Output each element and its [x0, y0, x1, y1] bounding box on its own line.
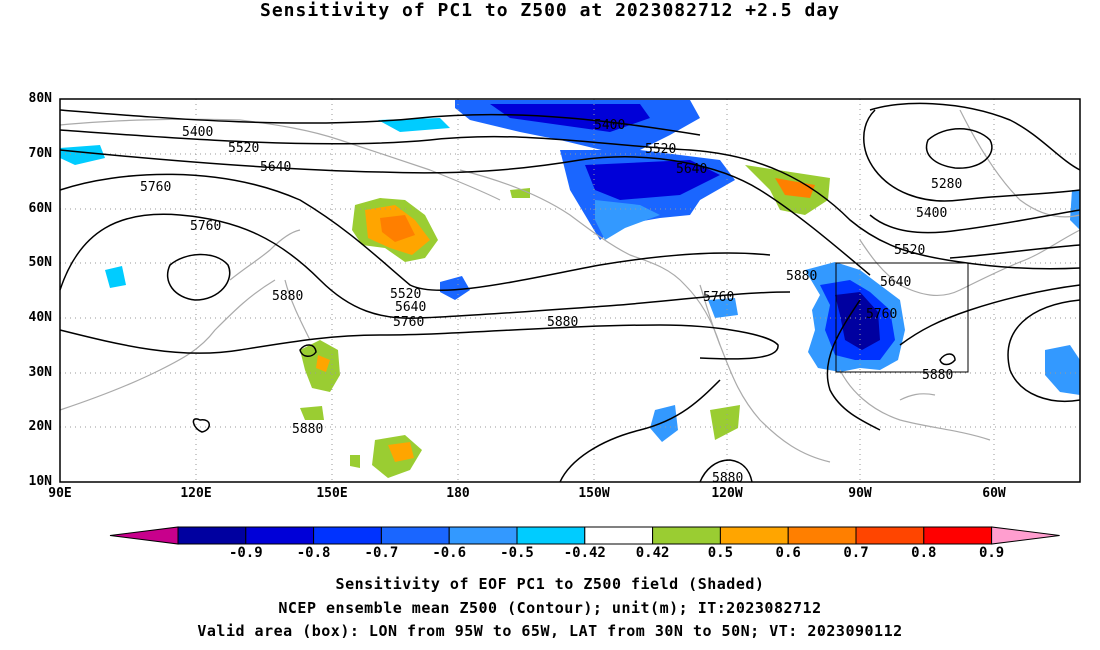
shade-green-tiny	[510, 188, 530, 198]
shade-asia-blue	[105, 266, 126, 288]
contour-label: 5400	[916, 206, 947, 221]
colorbar-label: 0.6	[775, 545, 801, 561]
colorbar-swatch	[719, 526, 789, 545]
contour-label: 5640	[880, 275, 911, 290]
colorbar-swatch	[380, 526, 450, 545]
lon-label: 90E	[48, 486, 72, 501]
colorbar-label: 0.42	[635, 545, 670, 561]
lon-label: 150E	[316, 486, 348, 501]
shade-us-dark	[835, 292, 880, 350]
colorbar-label: 0.7	[843, 545, 869, 561]
colorbar-swatch	[652, 526, 721, 545]
colorbar-left-tip	[109, 526, 179, 545]
colorbar-label: 0.9	[978, 545, 1005, 561]
colorbar-swatch	[313, 526, 382, 545]
contour-label: 5880	[712, 471, 743, 486]
map-title: Sensitivity of PC1 to Z500 at 2023082712…	[259, 0, 840, 21]
colorbar-label: -0.7	[364, 545, 399, 561]
shade-atlantic-2	[1070, 190, 1080, 230]
colorbar-swatch	[516, 526, 586, 545]
colorbar-label: -0.9	[228, 545, 263, 561]
contour-label: 5400	[594, 118, 625, 133]
colorbar-label: 0.8	[911, 545, 937, 561]
contour-label: 5520	[645, 142, 676, 157]
lat-label: 70N	[28, 146, 52, 161]
colorbar	[109, 526, 1060, 545]
lat-label: 20N	[28, 419, 52, 434]
contour-label: 5880	[922, 368, 953, 383]
shade-np-red	[380, 215, 415, 242]
shade-alaska-edge	[595, 200, 660, 240]
coastlines	[59, 109, 1081, 463]
colorbar-swatch	[923, 526, 993, 545]
shade-arctic-edge	[378, 118, 450, 132]
shade-pacific-blue	[708, 298, 738, 318]
sensitivity-shading	[60, 100, 1080, 478]
contour-labels: 5400 5520 5640 5760 5760 5880 5520 5640 …	[140, 118, 962, 486]
shade-trop-green3	[710, 405, 740, 440]
colorbar-label: -0.42	[563, 545, 606, 561]
contour-label: 5520	[228, 141, 259, 156]
shade-trop-orange	[388, 442, 414, 462]
shade-trop-green2	[350, 455, 360, 468]
lat-label: 80N	[28, 91, 52, 106]
contour-label: 5400	[182, 125, 213, 140]
lat-label: 50N	[28, 255, 52, 270]
colorbar-swatch	[177, 526, 247, 545]
shade-alaska-core	[585, 160, 720, 200]
contour-label: 5640	[260, 160, 291, 175]
colorbar-swatch	[584, 526, 654, 545]
contour-label: 5640	[395, 300, 426, 315]
caption-line-3: Valid area (box): LON from 95W to 65W, L…	[197, 622, 903, 640]
contour-label: 5760	[703, 290, 734, 305]
shade-gulf-orange	[775, 178, 815, 198]
contour-label: 5520	[390, 287, 421, 302]
colorbar-swatch	[245, 526, 315, 545]
shade-japan-orange	[316, 355, 330, 372]
lon-label: 150W	[578, 486, 610, 501]
contour-label: 5760	[190, 219, 221, 234]
contour-label: 5760	[393, 315, 424, 330]
colorbar-swatch	[855, 526, 925, 545]
colorbar-right-tip	[991, 526, 1060, 545]
colorbar-label: -0.6	[432, 545, 467, 561]
lat-label: 10N	[28, 474, 52, 489]
colorbar-swatch	[448, 526, 518, 545]
contour-label: 5880	[547, 315, 578, 330]
map-border	[59, 98, 1081, 483]
lat-label: 40N	[28, 310, 52, 325]
lon-label: 90W	[848, 486, 872, 501]
z500-contours	[59, 102, 1081, 483]
colorbar-label: -0.8	[296, 545, 331, 561]
colorbar-label: 0.5	[707, 545, 734, 561]
lat-label: 30N	[28, 365, 52, 380]
shade-west-edge	[60, 145, 105, 165]
caption-line-2: NCEP ensemble mean Z500 (Contour); unit(…	[278, 599, 822, 617]
shade-trop-blue	[650, 405, 678, 442]
contour-label: 5760	[866, 307, 897, 322]
contour-label: 5280	[931, 177, 962, 192]
lon-label: 60W	[982, 486, 1006, 501]
lon-label: 120W	[711, 486, 743, 501]
valid-area-box	[835, 262, 969, 373]
contour-label: 5880	[272, 289, 303, 304]
lon-label: 120E	[180, 486, 212, 501]
contour-label: 5880	[786, 269, 817, 284]
shade-atlantic	[1045, 345, 1080, 395]
shade-np-blue	[440, 276, 470, 300]
contour-label: 5520	[894, 243, 925, 258]
colorbar-swatch	[787, 526, 857, 545]
contour-label: 5880	[292, 422, 323, 437]
caption-line-1: Sensitivity of EOF PC1 to Z500 field (Sh…	[335, 575, 765, 593]
shade-pac-green-small	[300, 406, 324, 420]
grid-lines	[60, 99, 1080, 482]
lon-label: 180	[446, 486, 470, 501]
contour-label: 5760	[140, 180, 171, 195]
lat-label: 60N	[28, 201, 52, 216]
contour-label: 5640	[676, 162, 707, 177]
colorbar-label: -0.5	[500, 545, 534, 561]
